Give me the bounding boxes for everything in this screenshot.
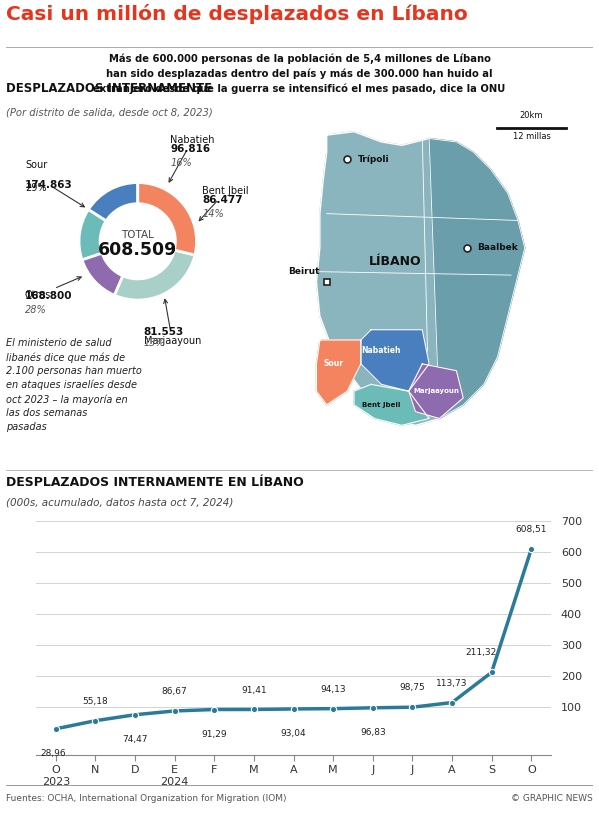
Text: 20km: 20km: [520, 111, 543, 120]
Text: 14%: 14%: [202, 209, 224, 219]
Wedge shape: [88, 182, 138, 221]
Text: 98,75: 98,75: [400, 683, 425, 692]
Text: 96,83: 96,83: [360, 728, 386, 738]
Text: Sour

29%: Sour 29%: [25, 160, 84, 207]
Text: 55,18: 55,18: [83, 697, 108, 705]
Text: (000s, acumulado, datos hasta oct 7, 2024): (000s, acumulado, datos hasta oct 7, 202…: [6, 497, 234, 507]
Polygon shape: [361, 330, 429, 391]
Text: 16%: 16%: [170, 158, 192, 167]
Text: 91,29: 91,29: [201, 730, 227, 739]
Text: 86.477: 86.477: [202, 196, 243, 205]
Text: 86,67: 86,67: [162, 687, 187, 696]
Text: Otros: Otros: [25, 276, 81, 300]
Text: 81.553: 81.553: [144, 327, 184, 337]
Text: 28%: 28%: [25, 304, 47, 315]
Text: Baalbek: Baalbek: [477, 243, 518, 252]
Text: El ministerio de salud
libanés dice que más de
2.100 personas han muerto
en ataq: El ministerio de salud libanés dice que …: [6, 338, 142, 432]
Wedge shape: [138, 182, 196, 255]
Text: 91,41: 91,41: [241, 686, 267, 695]
Text: Bent Jbeil: Bent Jbeil: [199, 186, 249, 221]
Text: Trípoli: Trípoli: [358, 154, 389, 163]
Polygon shape: [354, 384, 429, 426]
Text: (Por distrito de salida, desde oct 8, 2023): (Por distrito de salida, desde oct 8, 20…: [6, 107, 213, 117]
Text: 28,96: 28,96: [40, 749, 66, 758]
Text: Nabatieh: Nabatieh: [362, 346, 401, 355]
Text: LÍBANO: LÍBANO: [368, 255, 421, 268]
Text: © GRAPHIC NEWS: © GRAPHIC NEWS: [512, 794, 593, 803]
Text: 211,32: 211,32: [465, 648, 496, 658]
Text: Más de 600.000 personas de la población de 5,4 millones de Líbano
han sido despl: Más de 600.000 personas de la población …: [93, 54, 506, 93]
Text: Fuentes: OCHA, International Organization for Migration (IOM): Fuentes: OCHA, International Organizatio…: [6, 794, 286, 803]
Text: Bent Jbeil: Bent Jbeil: [362, 402, 401, 408]
Polygon shape: [316, 340, 361, 405]
Text: 12 millas: 12 millas: [513, 132, 550, 141]
Text: DESPLAZADOS INTERNAMENTE EN LÍBANO: DESPLAZADOS INTERNAMENTE EN LÍBANO: [6, 476, 304, 488]
Text: Beirut: Beirut: [288, 267, 320, 276]
Text: Marjaayoun: Marjaayoun: [144, 299, 201, 346]
Text: TOTAL: TOTAL: [122, 230, 154, 240]
Text: 93,04: 93,04: [281, 729, 306, 738]
Text: Casi un millón de desplazados en Líbano: Casi un millón de desplazados en Líbano: [6, 4, 468, 24]
Polygon shape: [316, 132, 525, 426]
Text: 13%: 13%: [144, 338, 165, 348]
Text: Nabatieh: Nabatieh: [169, 135, 214, 182]
Text: 168.800: 168.800: [25, 291, 72, 301]
Text: Marjaayoun: Marjaayoun: [413, 389, 459, 394]
Polygon shape: [429, 139, 525, 418]
Polygon shape: [409, 364, 463, 418]
Text: Sour: Sour: [323, 360, 343, 369]
Text: 113,73: 113,73: [436, 679, 468, 687]
Text: 174.863: 174.863: [25, 180, 72, 190]
Text: 94,13: 94,13: [320, 685, 346, 694]
Text: 74,47: 74,47: [122, 735, 148, 744]
Text: 608.509: 608.509: [98, 241, 177, 259]
Wedge shape: [79, 210, 106, 260]
Text: DESPLAZADOS INTERNAMENTE: DESPLAZADOS INTERNAMENTE: [6, 82, 212, 96]
Text: 608,51: 608,51: [516, 526, 547, 535]
Wedge shape: [114, 250, 195, 300]
Text: 96.816: 96.816: [170, 144, 210, 154]
Wedge shape: [82, 253, 123, 295]
